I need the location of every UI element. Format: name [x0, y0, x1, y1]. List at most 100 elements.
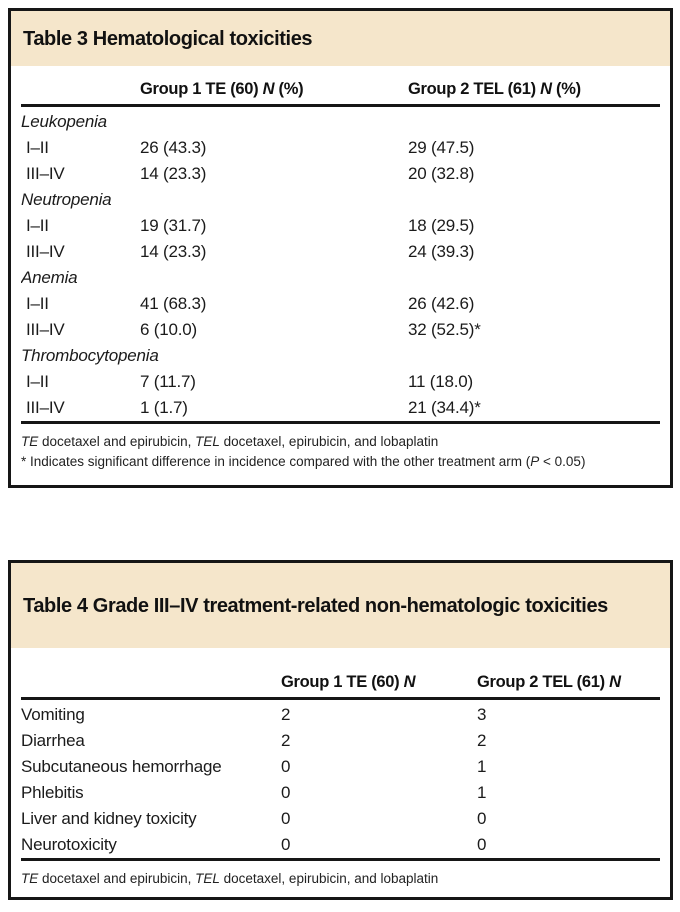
row-label: I–II	[26, 216, 49, 235]
table3-abbreviation-footnote: TE docetaxel and epirubicin, TEL docetax…	[21, 432, 660, 452]
table4-card: Table 4 Grade III–IV treatment-related n…	[8, 560, 673, 900]
category-row: Leukopenia	[21, 109, 660, 135]
table3-group2-header: Group 2 TEL (61) N (%)	[408, 80, 660, 99]
group1-value: 7 (11.7)	[140, 372, 196, 391]
table-row: I–II 7 (11.7) 11 (18.0)	[21, 369, 660, 395]
row-label: III–IV	[26, 398, 65, 417]
table-row: Neurotoxicity 0 0	[21, 832, 660, 858]
group1-header-suffix: (%)	[274, 80, 304, 98]
category-row: Thrombocytopenia	[21, 343, 660, 369]
table3-group1-header: Group 1 TE (60) N (%)	[140, 80, 408, 99]
group1-header-prefix: Group 1 TE (60)	[281, 673, 404, 691]
group2-value: 21 (34.4)*	[408, 398, 481, 417]
table3-header-rule	[21, 104, 660, 107]
table4-header-rule	[21, 697, 660, 700]
table-row: III–IV 6 (10.0) 32 (52.5)*	[21, 317, 660, 343]
group2-value: 1	[477, 783, 487, 802]
row-category-label: Neutropenia	[21, 190, 112, 209]
group2-value: 32 (52.5)*	[408, 320, 481, 339]
group2-value: 29 (47.5)	[408, 138, 475, 157]
table-row: Phlebitis 0 1	[21, 780, 660, 806]
row-label: Liver and kidney toxicity	[21, 809, 197, 828]
table-row: Vomiting 2 3	[21, 702, 660, 728]
group1-value: 0	[281, 783, 291, 802]
category-row: Neutropenia	[21, 187, 660, 213]
group2-value: 1	[477, 757, 487, 776]
group1-value: 14 (23.3)	[140, 242, 207, 261]
group1-value: 2	[281, 705, 291, 724]
group2-value: 24 (39.3)	[408, 242, 475, 261]
row-label: III–IV	[26, 242, 65, 261]
group2-value: 11 (18.0)	[408, 372, 473, 391]
row-label: I–II	[26, 138, 49, 157]
table-row: III–IV 14 (23.3) 24 (39.3)	[21, 239, 660, 265]
row-label: Subcutaneous hemorrhage	[21, 757, 222, 776]
row-category-label: Leukopenia	[21, 112, 107, 131]
group1-value: 6 (10.0)	[140, 320, 197, 339]
row-label: Phlebitis	[21, 783, 84, 802]
table-row: Diarrhea 2 2	[21, 728, 660, 754]
table-row: Subcutaneous hemorrhage 0 1	[21, 754, 660, 780]
footnote-text: docetaxel, epirubicin, and lobaplatin	[219, 434, 439, 449]
table3-significance-footnote: * Indicates significant difference in in…	[21, 452, 660, 472]
row-label: III–IV	[26, 320, 65, 339]
group1-value: 0	[281, 835, 291, 854]
table3-footnotes: TE docetaxel and epirubicin, TEL docetax…	[11, 424, 670, 471]
row-category-label: Anemia	[21, 268, 78, 287]
table3-column-headers: Group 1 TE (60) N (%) Group 2 TEL (61) N…	[11, 66, 670, 104]
row-label: I–II	[26, 294, 49, 313]
footnote-text: * Indicates significant difference in in…	[21, 453, 531, 469]
row-label: Diarrhea	[21, 731, 85, 750]
category-row: Anemia	[21, 265, 660, 291]
footnote-text: docetaxel, epirubicin, and lobaplatin	[219, 871, 439, 886]
group2-value: 18 (29.5)	[408, 216, 475, 235]
abbreviation-italic: TE	[21, 434, 39, 449]
row-label: I–II	[26, 372, 49, 391]
footnote-text: docetaxel and epirubicin,	[38, 871, 196, 886]
table4-footnotes: TE docetaxel and epirubicin, TEL docetax…	[11, 861, 670, 889]
group1-value: 0	[281, 757, 291, 776]
table3-card: Table 3 Hematological toxicities Group 1…	[8, 8, 673, 488]
abbreviation-italic: TEL	[195, 871, 220, 886]
group1-header-prefix: Group 1 TE (60)	[140, 80, 263, 98]
footnote-text: docetaxel and epirubicin,	[38, 434, 196, 449]
table4-title: Table 4 Grade III–IV treatment-related n…	[23, 594, 608, 617]
table4-column-headers: Group 1 TE (60) N Group 2 TEL (61) N	[11, 648, 670, 697]
group2-header-n: N	[540, 80, 552, 98]
group2-value: 0	[477, 809, 487, 828]
group1-header-n: N	[262, 80, 275, 98]
group2-value: 20 (32.8)	[408, 164, 475, 183]
table4-group2-header: Group 2 TEL (61) N	[477, 673, 660, 692]
group2-value: 0	[477, 835, 487, 854]
group1-value: 19 (31.7)	[140, 216, 207, 235]
table-row: III–IV 1 (1.7) 21 (34.4)*	[21, 395, 660, 421]
abbreviation-italic: TEL	[195, 434, 220, 449]
group1-value: 26 (43.3)	[140, 138, 207, 157]
group1-value: 2	[281, 731, 291, 750]
table-row: I–II 41 (68.3) 26 (42.6)	[21, 291, 660, 317]
table4-footer-rule	[21, 858, 660, 861]
group2-header-suffix: (%)	[551, 80, 581, 98]
group2-header-n: N	[609, 673, 621, 691]
table4-group1-header: Group 1 TE (60) N	[281, 673, 477, 692]
table-row: I–II 26 (43.3) 29 (47.5)	[21, 135, 660, 161]
table3-footer-rule	[21, 421, 660, 424]
group2-header-prefix: Group 2 TEL (61)	[408, 80, 541, 98]
group1-value: 41 (68.3)	[140, 294, 207, 313]
row-label: III–IV	[26, 164, 65, 183]
group2-header-prefix: Group 2 TEL (61)	[477, 673, 610, 691]
table-row: I–II 19 (31.7) 18 (29.5)	[21, 213, 660, 239]
table-row: III–IV 14 (23.3) 20 (32.8)	[21, 161, 660, 187]
table4-abbreviation-footnote: TE docetaxel and epirubicin, TEL docetax…	[21, 869, 660, 889]
footnote-text: < 0.05)	[539, 453, 586, 469]
table4-rows: Vomiting 2 3 Diarrhea 2 2 Subcutaneous hemorrh…	[11, 700, 670, 858]
row-category-label: Thrombocytopenia	[21, 346, 159, 365]
table3-title-band: Table 3 Hematological toxicities	[11, 11, 670, 66]
table3-title: Table 3 Hematological toxicities	[23, 27, 313, 50]
row-label: Neurotoxicity	[21, 835, 117, 854]
group2-value: 2	[477, 731, 487, 750]
row-label: Vomiting	[21, 705, 85, 724]
group1-value: 0	[281, 809, 291, 828]
abbreviation-italic: TE	[21, 871, 39, 886]
